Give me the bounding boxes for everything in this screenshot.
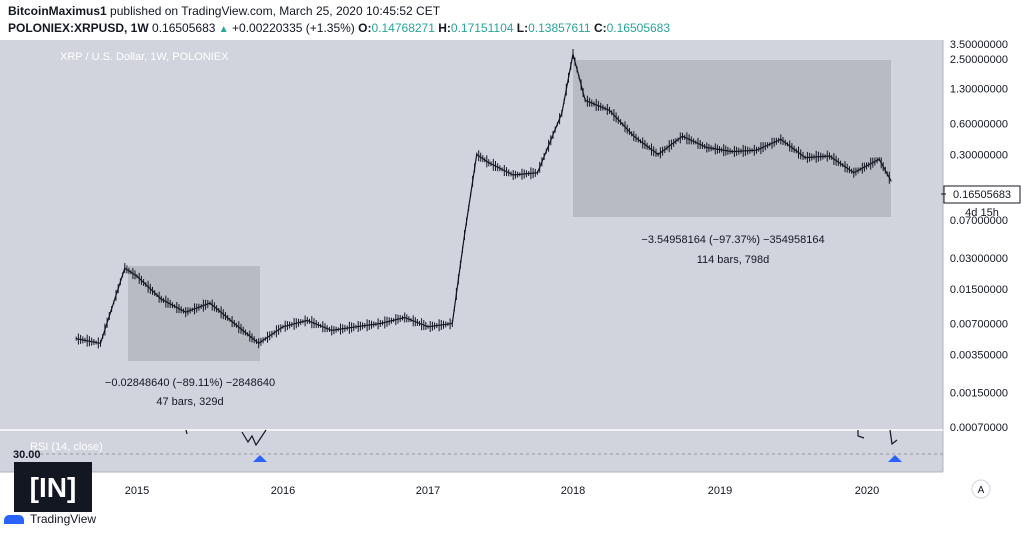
- auto-scale-button[interactable]: [971, 479, 991, 499]
- countdown-label: 4d 15h: [965, 207, 999, 219]
- author-name[interactable]: BitcoinMaximus1: [8, 4, 107, 18]
- x-tick-label: 2018: [561, 485, 585, 497]
- high-value: 0.17151104: [450, 21, 514, 35]
- measure-box-2[interactable]: [573, 60, 891, 217]
- x-tick-label: 2019: [708, 485, 732, 497]
- low-label: L:: [516, 21, 529, 35]
- symbol-label[interactable]: POLONIEX:XRPUSD, 1W: [8, 21, 149, 35]
- be-in-crypto-logo: [IN]: [14, 462, 92, 512]
- last-price: 0.16505683: [152, 21, 216, 35]
- current-price-label: 0.16505683: [953, 189, 1011, 201]
- y-tick-label: 3.50000000: [950, 40, 1008, 51]
- x-axis-ticks: 2015 2016 2017 2018 2019 2020: [125, 485, 879, 497]
- annotation-1-line1: −0.02848640 (−89.11%) −2848640: [105, 377, 275, 389]
- x-tick-label: 2015: [125, 485, 149, 497]
- open-label: O:: [358, 21, 372, 35]
- y-tick-label: 0.01500000: [950, 284, 1008, 296]
- chart-title: XRP / U.S. Dollar, 1W, POLONIEX: [60, 51, 229, 63]
- y-tick-label: 0.60000000: [950, 118, 1008, 130]
- ohlc-line: POLONIEX:XRPUSD, 1W 0.16505683 ▲ +0.0022…: [8, 21, 670, 35]
- low-value: 0.13857611: [528, 21, 591, 35]
- y-tick-label: 0.00350000: [950, 350, 1008, 362]
- chart-header: BitcoinMaximus1 published on TradingView…: [0, 0, 1024, 40]
- price-chart[interactable]: 3.50000000 2.50000000 1.30000000 0.60000000…: [0, 40, 1024, 502]
- time-axis[interactable]: [0, 472, 1024, 502]
- x-tick-label: 2017: [416, 485, 440, 497]
- annotation-1-line2: 47 bars, 329d: [156, 396, 223, 408]
- y-tick-label: 0.30000000: [950, 149, 1008, 161]
- brand-label: TradingView: [30, 512, 97, 526]
- y-tick-label: 0.03000000: [950, 253, 1008, 265]
- up-arrow-icon: ▲: [218, 24, 229, 35]
- annotation-2-line2: 114 bars, 798d: [697, 254, 770, 266]
- rsi-line-1: [241, 429, 267, 447]
- price-change: +0.00220335 (+1.35%): [232, 21, 355, 35]
- x-tick-label: 2020: [855, 485, 879, 497]
- rsi-line-3: [889, 429, 898, 446]
- tradingview-logo[interactable]: TradingView: [4, 512, 96, 526]
- close-label: C:: [593, 21, 607, 35]
- close-value: 0.16505683: [606, 21, 671, 35]
- publish-line: BitcoinMaximus1 published on TradingView…: [8, 4, 440, 18]
- rsi-line-0: [185, 429, 188, 435]
- tradingview-cloud-icon: [4, 515, 24, 525]
- high-label: H:: [438, 21, 451, 35]
- y-tick-label: 0.00150000: [950, 388, 1008, 400]
- y-tick-label: 0.07000000: [950, 215, 1008, 227]
- y-tick-label: 0.00700000: [950, 318, 1008, 330]
- watermark-text: [IN]: [30, 472, 77, 503]
- x-tick-label: 2016: [271, 485, 295, 497]
- chart-area[interactable]: 3.50000000 2.50000000 1.30000000 0.60000000…: [0, 40, 1024, 502]
- y-axis-ticks: 3.50000000 2.50000000 1.30000000 0.60000000…: [950, 40, 1008, 434]
- y-tick-label: 1.30000000: [950, 84, 1008, 96]
- annotation-2-line1: −3.54958164 (−97.37%) −354958164: [641, 234, 824, 246]
- buy-signal-arrow-1: [253, 455, 267, 462]
- y-tick-label: 0.00070000: [950, 422, 1008, 434]
- candles: [75, 49, 890, 349]
- auto-scale-label[interactable]: A: [978, 485, 985, 496]
- rsi-line-2: [857, 430, 865, 439]
- publish-info: published on TradingView.com, March 25, …: [110, 4, 441, 18]
- buy-signal-arrow-2: [888, 455, 902, 462]
- open-value: 0.14768271: [371, 21, 435, 35]
- rsi-level-label: 30.00: [13, 449, 41, 461]
- price-axis[interactable]: [943, 40, 1024, 472]
- rsi-label: RSI (14, close): [30, 441, 103, 453]
- rsi-pane[interactable]: [0, 430, 943, 472]
- y-tick-label: 2.50000000: [950, 54, 1008, 66]
